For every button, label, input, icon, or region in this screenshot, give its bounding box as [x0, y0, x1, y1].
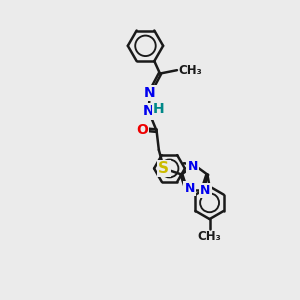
Text: S: S: [158, 161, 169, 176]
Text: N: N: [143, 104, 154, 118]
Text: O: O: [136, 122, 148, 136]
Text: H: H: [153, 102, 165, 116]
Text: N: N: [184, 182, 195, 195]
Text: CH₃: CH₃: [198, 230, 221, 243]
Text: N: N: [188, 160, 198, 173]
Text: CH₃: CH₃: [179, 64, 202, 77]
Text: N: N: [200, 184, 211, 197]
Text: N: N: [144, 86, 156, 100]
